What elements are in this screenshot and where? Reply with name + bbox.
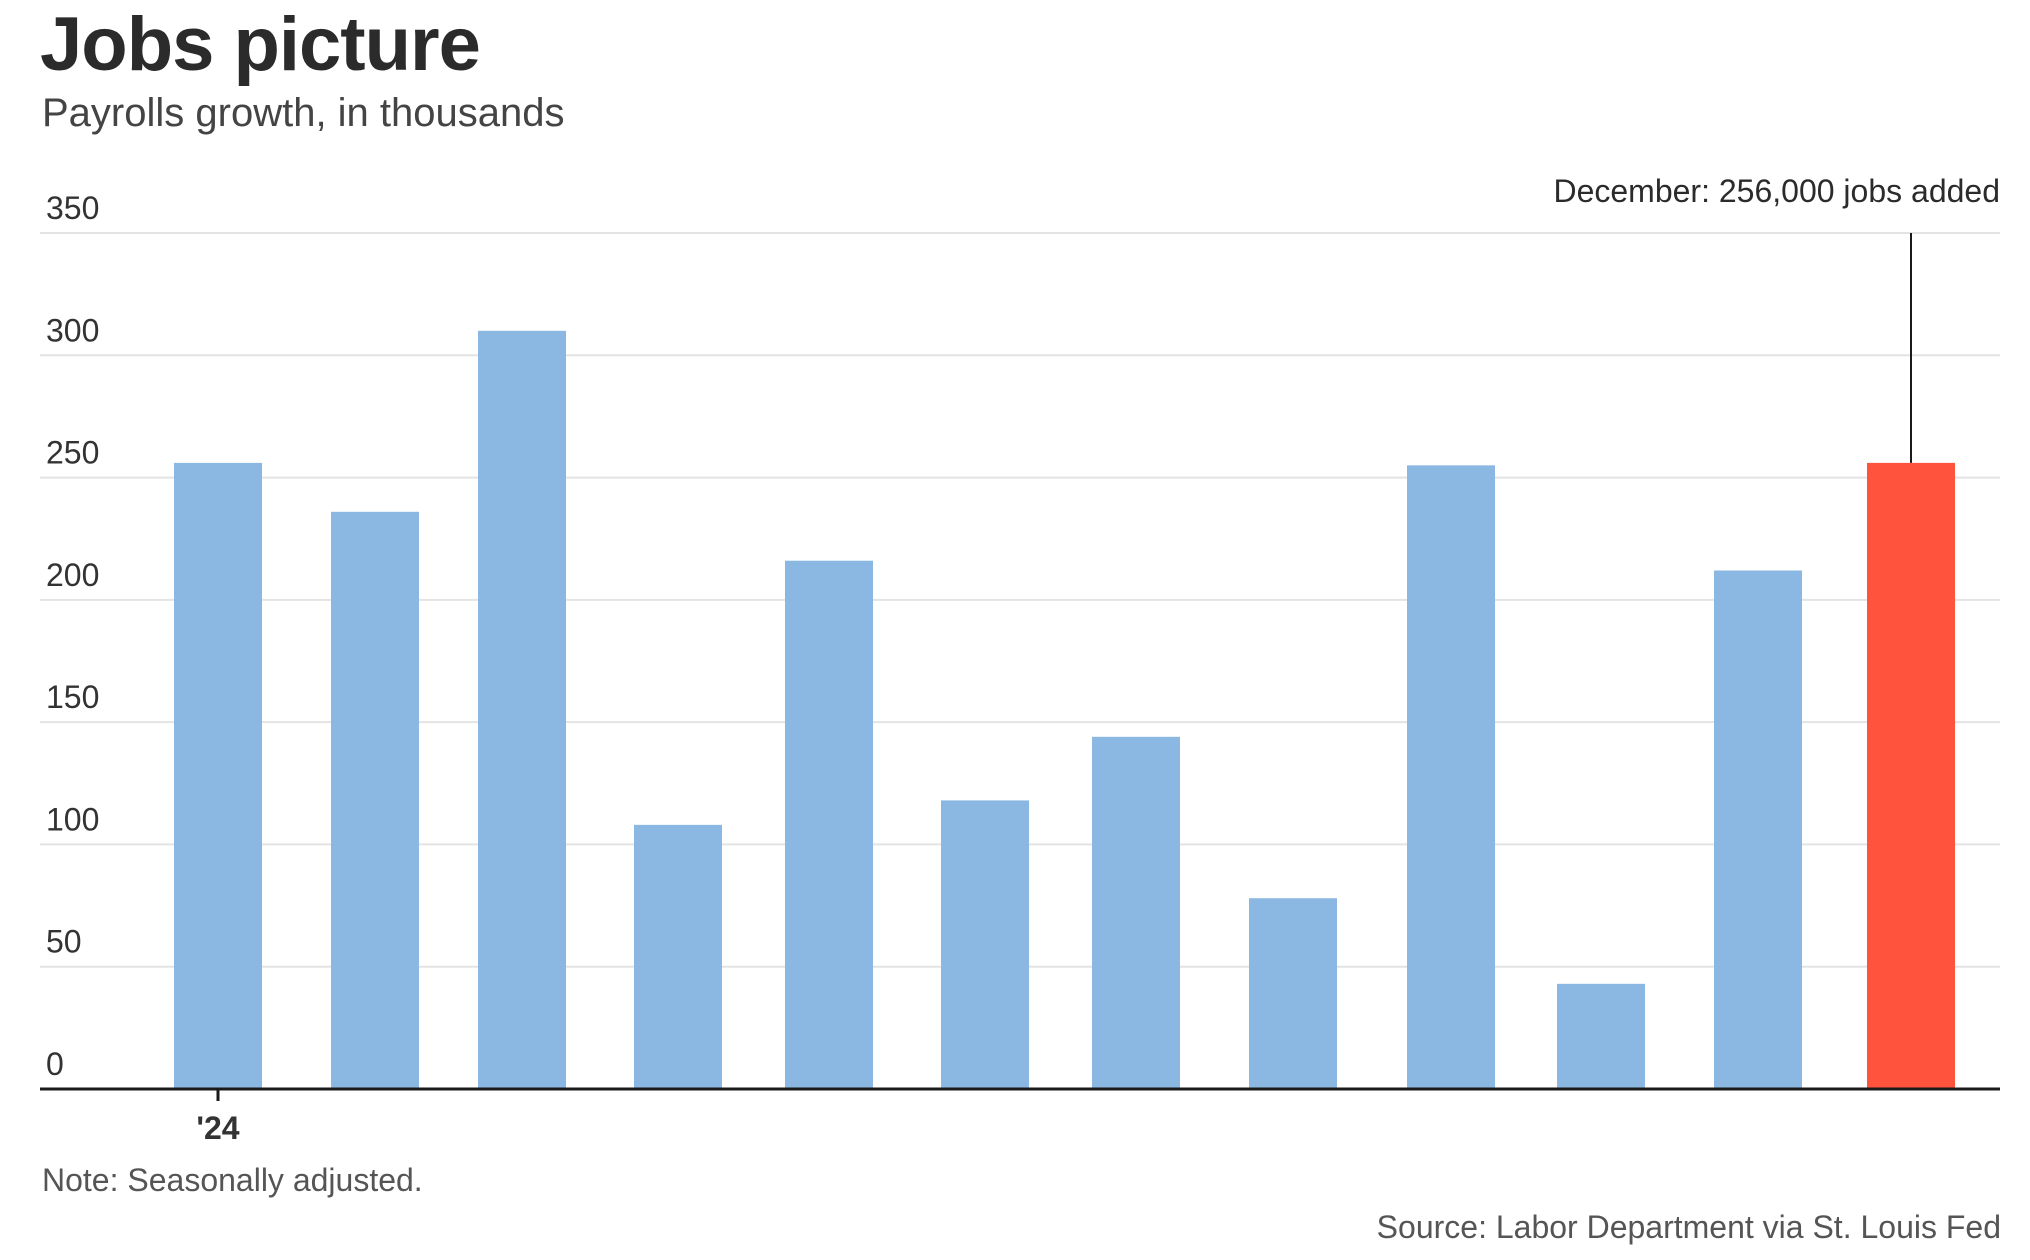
bar-nov	[1714, 570, 1802, 1089]
bar-jun	[941, 800, 1029, 1089]
bar-jul	[1092, 736, 1180, 1089]
y-tick-label-350: 350	[46, 190, 99, 226]
y-tick-label-50: 50	[46, 924, 82, 960]
y-tick-label-250: 250	[46, 435, 99, 471]
y-tick-label-0: 0	[46, 1046, 64, 1082]
bar-dec	[1867, 462, 1955, 1089]
y-tick-label-100: 100	[46, 801, 99, 837]
y-tick-label-150: 150	[46, 679, 99, 715]
y-tick-label-200: 200	[46, 557, 99, 593]
bar-aug	[1249, 898, 1337, 1089]
chart-title: Jobs picture	[40, 2, 481, 87]
y-tick-label-300: 300	[46, 312, 99, 348]
bar-jan	[174, 462, 262, 1089]
annotation-label: December: 256,000 jobs added	[1553, 173, 2000, 209]
bar-feb	[331, 511, 419, 1090]
bar-sep	[1407, 465, 1495, 1089]
bar-may	[785, 560, 873, 1089]
bar-oct	[1557, 983, 1645, 1089]
bar-apr	[634, 824, 722, 1089]
chart-subtitle: Payrolls growth, in thousands	[42, 91, 565, 135]
bar-mar	[478, 330, 566, 1089]
chart-source: Source: Labor Department via St. Louis F…	[1376, 1209, 2001, 1245]
x-tick-label-jan: '24	[196, 1110, 239, 1146]
chart-note: Note: Seasonally adjusted.	[42, 1162, 423, 1198]
